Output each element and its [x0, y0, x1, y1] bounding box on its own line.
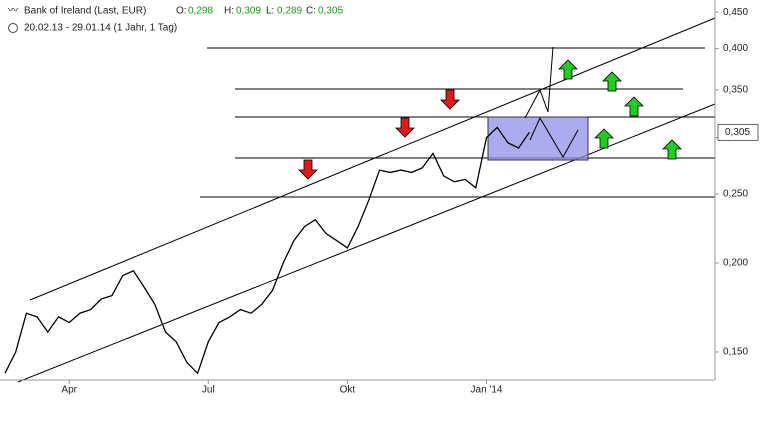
y-tick-label: 0,450 — [723, 7, 748, 18]
y-tick-label: 0,200 — [723, 258, 748, 269]
channel-lower — [17, 103, 716, 383]
ohlc-key: C: — [306, 6, 316, 17]
date-range: 20.02.13 - 29.01.14 (1 Jahr, 1 Tag) — [24, 23, 177, 34]
y-tick-label: 0,150 — [723, 347, 748, 358]
y-tick-label: 0,350 — [723, 85, 748, 96]
zigzag — [529, 116, 579, 159]
last-price-label: 0,305 — [725, 127, 750, 138]
x-tick-label: Okt — [340, 385, 356, 396]
ohlc-value: 0,298 — [188, 6, 213, 17]
ohlc-key: H: — [224, 6, 234, 17]
x-tick-label: Apr — [61, 385, 77, 396]
channel-upper — [29, 17, 716, 301]
chart-icon: 〰 — [8, 6, 18, 17]
ohlc-key: O: — [176, 6, 187, 17]
chart-title: Bank of Ireland (Last, EUR) — [24, 6, 146, 17]
price-line — [4, 126, 530, 375]
last-price-box — [717, 123, 759, 141]
x-tick-label: Jan '14 — [471, 385, 503, 396]
ohlc-key: L: — [266, 6, 274, 17]
x-tick-label: Jul — [202, 385, 215, 396]
ohlc-value: 0,289 — [277, 6, 302, 17]
projection — [524, 46, 554, 119]
ohlc-value: 0,309 — [236, 6, 261, 17]
header: 〰 Bank of Ireland (Last, EUR) O: 0,298 H… — [8, 6, 343, 34]
y-tick-label: 0,400 — [723, 43, 748, 54]
y-tick-label: 0,250 — [723, 189, 748, 200]
ohlc-value: 0,305 — [318, 6, 343, 17]
clock-icon — [8, 23, 18, 33]
